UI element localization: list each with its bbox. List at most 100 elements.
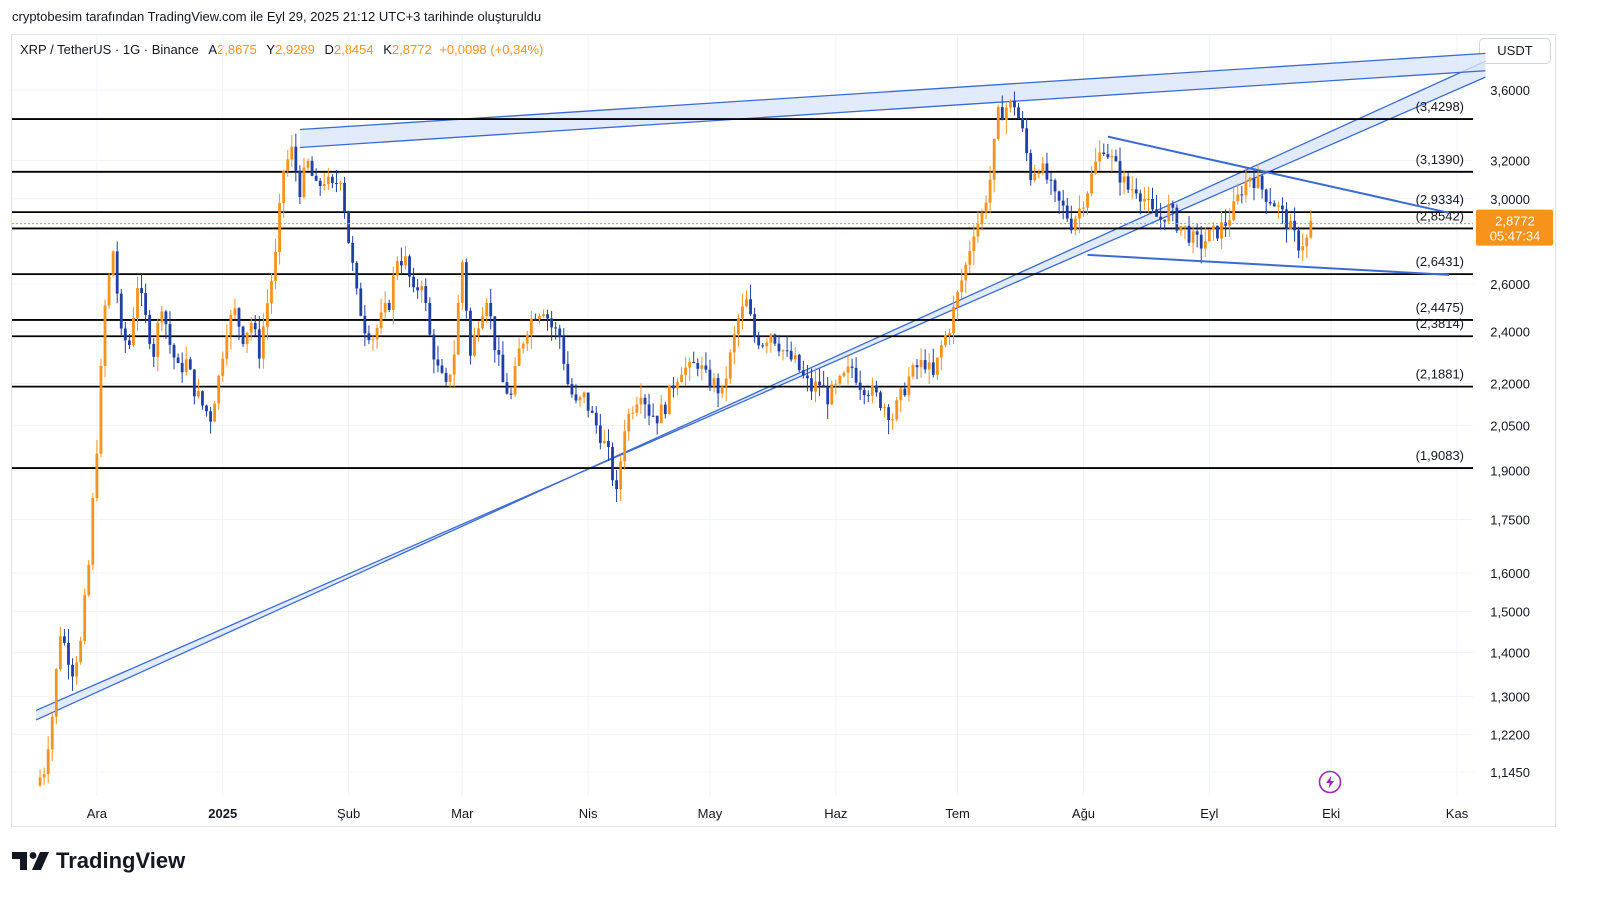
candle-down xyxy=(1057,191,1061,201)
candle-down xyxy=(850,366,854,368)
candle-up xyxy=(266,303,269,327)
candle-down xyxy=(201,391,204,406)
y-tick-label: 1,6000 xyxy=(1490,566,1530,581)
candle-up xyxy=(261,326,265,359)
candle-down xyxy=(611,446,614,481)
candle-up xyxy=(984,202,988,213)
candle-up xyxy=(728,352,732,379)
candle-up xyxy=(448,374,452,382)
candle-up xyxy=(87,564,91,595)
candle-down xyxy=(298,170,302,197)
candle-up xyxy=(132,317,135,346)
candle-down xyxy=(140,288,143,294)
candle-up xyxy=(229,315,233,336)
candle-down xyxy=(1285,209,1288,230)
candle-down xyxy=(1171,203,1175,208)
channel-line-lower xyxy=(35,76,1486,712)
candle-down xyxy=(818,381,821,386)
candle-down xyxy=(761,345,765,347)
candle-down xyxy=(643,397,647,405)
candle-up xyxy=(724,378,728,387)
candle-up xyxy=(513,366,517,395)
last-price-value: 2,8772 xyxy=(1495,214,1535,229)
candle-down xyxy=(412,276,415,288)
y-tick-label: 1,9000 xyxy=(1490,464,1530,479)
candle-down xyxy=(879,392,882,409)
candle-down xyxy=(416,287,420,291)
candle-up xyxy=(290,146,294,160)
y-tick-label: 1,4000 xyxy=(1490,645,1530,660)
candle-up xyxy=(473,334,476,356)
candle-down xyxy=(440,365,444,373)
symbol-name[interactable]: XRP / TetherUS · 1G · Binance xyxy=(20,42,199,57)
tradingview-logo[interactable]: TradingView xyxy=(12,848,185,874)
candle-down xyxy=(566,363,570,385)
candle-up xyxy=(339,182,342,184)
candle-up xyxy=(834,383,838,385)
candle-up xyxy=(1207,229,1211,242)
candle-up xyxy=(1094,161,1098,174)
candle-down xyxy=(115,251,119,294)
candle-down xyxy=(1013,100,1016,108)
candle-up xyxy=(619,461,623,490)
candle-down xyxy=(209,411,212,422)
candle-up xyxy=(988,179,992,203)
candle-up xyxy=(282,170,286,204)
candle-down xyxy=(546,314,549,319)
level-label: (2,8542) xyxy=(1416,208,1464,223)
candle-up xyxy=(521,343,525,349)
candle-down xyxy=(1000,107,1004,120)
candle-down xyxy=(253,322,257,330)
candle-up xyxy=(1110,156,1114,158)
candle-down xyxy=(318,180,322,187)
candle-up xyxy=(83,594,87,641)
candle-down xyxy=(550,318,554,328)
candle-down xyxy=(294,146,298,171)
candle-up xyxy=(197,391,200,397)
candle-down xyxy=(554,327,558,329)
high-value: 2,9289 xyxy=(275,42,315,57)
candle-up xyxy=(1228,220,1232,226)
lightning-icon[interactable] xyxy=(1318,770,1342,799)
candle-up xyxy=(935,357,939,375)
x-tick-label: Tem xyxy=(945,806,970,821)
candle-down xyxy=(875,385,878,393)
chart-caption: cryptobesim tarafından TradingView.com i… xyxy=(12,9,542,24)
candle-down xyxy=(71,664,74,677)
candle-up xyxy=(1276,205,1280,207)
candle-up xyxy=(781,350,785,352)
candle-up xyxy=(477,328,480,335)
candle-up xyxy=(944,335,947,346)
candle-down xyxy=(347,211,351,243)
candle-up xyxy=(302,167,306,197)
candle-down xyxy=(359,288,363,316)
candle-down xyxy=(806,375,809,379)
y-tick-label: 3,0000 xyxy=(1490,192,1530,207)
level-label: (3,1390) xyxy=(1416,152,1464,167)
y-tick-label: 1,7500 xyxy=(1490,513,1530,528)
candle-up xyxy=(46,749,50,775)
candle-up xyxy=(1009,100,1012,108)
y-tick-label: 1,1450 xyxy=(1490,765,1530,780)
candle-up xyxy=(221,358,225,376)
y-tick-label: 2,2000 xyxy=(1490,376,1530,391)
level-label: (2,1881) xyxy=(1416,367,1464,382)
candle-up xyxy=(667,385,671,415)
candle-up xyxy=(1179,225,1183,231)
candle-up xyxy=(680,374,683,383)
currency-button[interactable]: USDT xyxy=(1479,38,1551,64)
candle-up xyxy=(58,636,62,670)
candle-down xyxy=(1216,225,1219,239)
candle-up xyxy=(1220,222,1223,239)
candle-down xyxy=(903,388,907,396)
candle-down xyxy=(1017,107,1020,119)
y-tick-label: 2,6000 xyxy=(1490,277,1530,292)
candle-down xyxy=(164,311,168,325)
candle-down xyxy=(797,354,801,371)
level-label: (3,4298) xyxy=(1416,99,1464,114)
candle-down xyxy=(119,293,123,329)
x-tick-label: 2025 xyxy=(208,806,237,821)
candle-down xyxy=(152,343,156,357)
candle-up xyxy=(395,261,399,276)
